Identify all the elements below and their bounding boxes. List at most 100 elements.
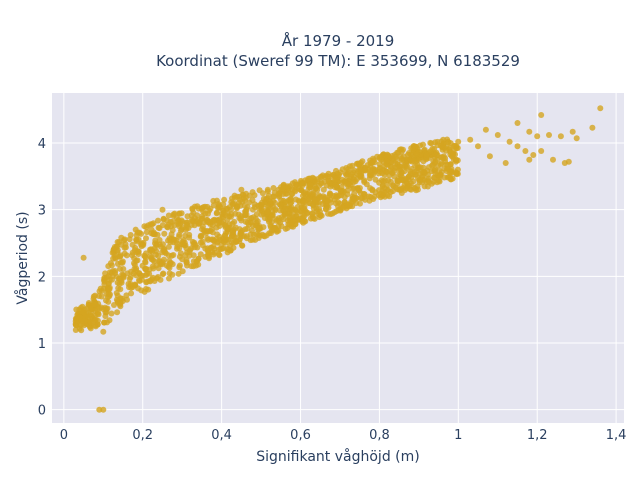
- data-point: [159, 222, 166, 229]
- data-point: [454, 166, 461, 173]
- data-point: [110, 255, 117, 262]
- data-point: [387, 189, 394, 195]
- data-point: [317, 174, 324, 180]
- data-point: [325, 210, 331, 217]
- y-tick-label: 0: [38, 404, 46, 419]
- data-point: [159, 271, 166, 278]
- data-point: [205, 236, 212, 243]
- data-point: [189, 216, 196, 223]
- data-point: [80, 254, 87, 261]
- data-point: [94, 321, 101, 328]
- data-point: [183, 259, 190, 266]
- data-point: [164, 224, 171, 231]
- data-point: [431, 174, 437, 181]
- data-point: [392, 160, 398, 167]
- data-point: [320, 186, 327, 193]
- data-point: [241, 197, 248, 204]
- data-point: [111, 243, 118, 250]
- data-point: [129, 252, 136, 259]
- data-point: [296, 199, 303, 205]
- data-point: [397, 187, 404, 194]
- data-point: [335, 203, 341, 210]
- data-point: [324, 197, 331, 204]
- data-point: [357, 167, 364, 174]
- data-point: [502, 160, 509, 166]
- data-point: [209, 229, 216, 236]
- data-point: [293, 181, 300, 188]
- data-point: [117, 253, 124, 260]
- data-point: [408, 158, 415, 165]
- data-point: [233, 237, 240, 244]
- data-point: [117, 265, 123, 272]
- x-tick-label: 1,2: [527, 428, 548, 443]
- data-point: [443, 147, 449, 154]
- chart-title-line2: Koordinat (Sweref 99 TM): E 353699, N 61…: [156, 52, 520, 70]
- data-point: [149, 248, 156, 255]
- data-point: [514, 120, 521, 126]
- data-point: [215, 201, 222, 207]
- data-point: [72, 318, 79, 325]
- data-point: [171, 236, 178, 243]
- data-point: [339, 166, 346, 173]
- data-point: [333, 167, 339, 174]
- data-point: [219, 207, 226, 214]
- data-point: [494, 132, 501, 138]
- data-point: [197, 233, 204, 240]
- data-point: [131, 247, 138, 254]
- data-point: [270, 185, 277, 191]
- data-point: [404, 163, 411, 170]
- data-point: [358, 173, 365, 180]
- data-point: [190, 252, 197, 259]
- data-point: [398, 155, 405, 162]
- data-point: [349, 196, 356, 202]
- data-point: [413, 151, 420, 158]
- data-point: [344, 201, 351, 208]
- data-point: [229, 220, 236, 227]
- data-point: [286, 214, 293, 221]
- data-point: [387, 167, 393, 174]
- data-point: [214, 238, 221, 245]
- data-point: [209, 249, 215, 256]
- data-point: [127, 232, 134, 238]
- data-point: [177, 227, 184, 234]
- data-point: [109, 249, 116, 256]
- data-point: [258, 202, 265, 209]
- data-point: [336, 192, 343, 199]
- data-point: [316, 194, 323, 201]
- data-point: [143, 235, 149, 242]
- data-point: [100, 328, 107, 335]
- data-point: [302, 177, 309, 184]
- data-point: [287, 195, 294, 202]
- x-tick-label: 0,2: [132, 428, 153, 443]
- data-point: [141, 223, 148, 230]
- data-point: [160, 245, 167, 252]
- data-point: [183, 245, 190, 252]
- data-point: [246, 215, 253, 222]
- data-point: [176, 233, 182, 240]
- data-point: [114, 260, 121, 267]
- x-tick-label: 1,4: [606, 428, 627, 443]
- data-point: [331, 209, 338, 216]
- data-point: [371, 159, 378, 166]
- data-point: [206, 219, 213, 226]
- data-point: [79, 318, 85, 324]
- data-point: [314, 178, 321, 185]
- data-point: [316, 205, 322, 212]
- data-point: [349, 162, 356, 169]
- data-point: [441, 174, 448, 181]
- data-point: [239, 242, 246, 249]
- data-point: [189, 206, 196, 213]
- data-point: [202, 245, 209, 252]
- data-point: [105, 298, 112, 305]
- data-point: [201, 219, 208, 226]
- data-point: [255, 225, 262, 232]
- data-point: [429, 145, 436, 152]
- data-point: [377, 153, 384, 160]
- data-point: [475, 143, 481, 150]
- data-point: [85, 300, 92, 306]
- data-point: [147, 253, 154, 260]
- data-point: [298, 208, 305, 215]
- data-point: [141, 252, 148, 259]
- data-point: [380, 178, 387, 185]
- data-point: [161, 230, 168, 237]
